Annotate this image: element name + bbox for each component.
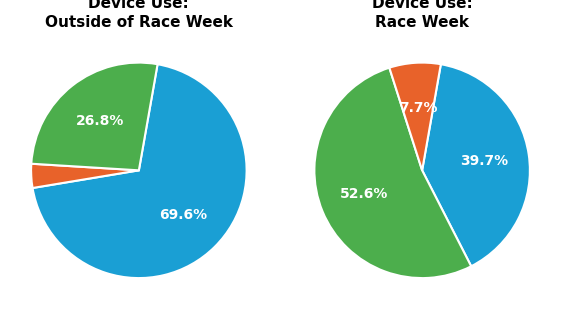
- Wedge shape: [314, 68, 471, 278]
- Text: 26.8%: 26.8%: [76, 114, 125, 128]
- Text: 69.6%: 69.6%: [159, 208, 207, 222]
- Text: 7.7%: 7.7%: [399, 101, 437, 115]
- Text: 52.6%: 52.6%: [340, 187, 389, 201]
- Wedge shape: [31, 63, 158, 170]
- Wedge shape: [31, 164, 139, 188]
- Wedge shape: [422, 64, 530, 266]
- Wedge shape: [33, 64, 247, 278]
- Text: 39.7%: 39.7%: [460, 154, 508, 168]
- Title: Device Use:
Race Week: Device Use: Race Week: [372, 0, 472, 30]
- Wedge shape: [389, 63, 441, 170]
- Title: Device Use:
Outside of Race Week: Device Use: Outside of Race Week: [45, 0, 233, 30]
